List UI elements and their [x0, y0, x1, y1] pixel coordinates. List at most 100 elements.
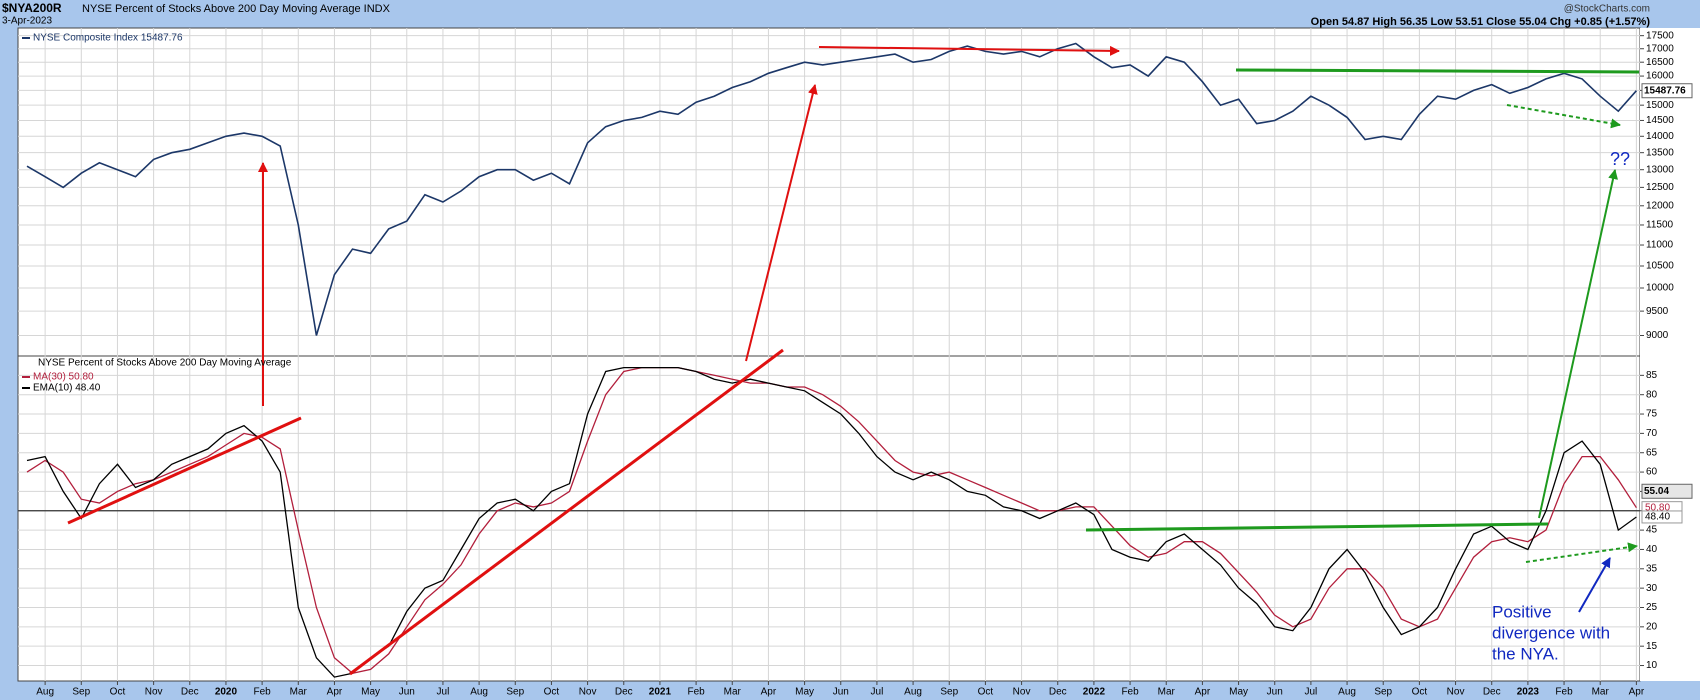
legend-label: MA(30) 50.80 [33, 372, 94, 383]
y-tick-label: 15 [1646, 641, 1658, 652]
y-tick-label: 10 [1646, 660, 1658, 671]
x-tick-label: Dec [1483, 687, 1501, 698]
y-tick-label: 10000 [1646, 283, 1674, 294]
y-tick-label: 85 [1646, 370, 1658, 381]
close-badge [1641, 83, 1693, 99]
x-tick-label: Nov [145, 687, 163, 698]
y-tick-label: 13500 [1646, 147, 1674, 158]
series-line [26, 366, 1637, 675]
x-tick-label: Aug [36, 687, 54, 698]
annotation: ?? [1610, 149, 1630, 169]
x-tick-label: Apr [327, 687, 343, 698]
y-tick-label: 11000 [1646, 240, 1674, 251]
plot-area [17, 27, 1641, 682]
x-tick-label: Jun [1267, 687, 1283, 698]
close-badge [1641, 483, 1693, 499]
credit: @StockCharts.com [1564, 4, 1650, 15]
trendline [1085, 522, 1549, 532]
trendline [349, 348, 784, 676]
x-tick-label: 2020 [215, 687, 238, 698]
trendline [1235, 68, 1640, 74]
y-tick-label: 16000 [1646, 71, 1674, 82]
trendline [67, 416, 302, 525]
y-tick-label: 70 [1646, 428, 1658, 439]
arrow [745, 84, 818, 362]
y-tick-label: 60 [1646, 467, 1658, 478]
arrow [1538, 169, 1618, 519]
x-tick-label: Apr [1195, 687, 1211, 698]
axis-area [1640, 28, 1700, 681]
y-tick-label: 25 [1646, 602, 1658, 613]
x-tick-label: Mar [1158, 687, 1176, 698]
x-tick-label: Aug [1338, 687, 1356, 698]
value-badge-label: 48.40 [1645, 512, 1670, 523]
x-tick-label: Jul [871, 687, 884, 698]
x-tick-label: 2022 [1083, 687, 1106, 698]
x-tick-label: Nov [1447, 687, 1465, 698]
series-line [26, 42, 1637, 336]
x-tick-label: Nov [1013, 687, 1031, 698]
y-tick-label: 40 [1646, 544, 1658, 555]
x-tick-label: Feb [1555, 687, 1573, 698]
annotation: divergence with [1492, 623, 1610, 642]
x-tick-label: Mar [1592, 687, 1610, 698]
x-tick-label: Oct [978, 687, 994, 698]
x-tick-label: Sep [506, 687, 524, 698]
x-tick-label: Dec [615, 687, 633, 698]
y-tick-label: 80 [1646, 389, 1658, 400]
x-tick-label: Jul [1305, 687, 1318, 698]
close-badge-label: 55.04 [1644, 486, 1669, 497]
y-tick-label: 17500 [1646, 30, 1674, 41]
x-tick-label: Oct [544, 687, 560, 698]
arrow [1506, 104, 1621, 129]
y-tick-label: 35 [1646, 563, 1658, 574]
x-tick-label: Aug [470, 687, 488, 698]
x-tick-label: Sep [1374, 687, 1392, 698]
y-tick-label: 20 [1646, 621, 1658, 632]
y-tick-label: 14500 [1646, 115, 1674, 126]
date: 3-Apr-2023 [2, 16, 52, 27]
x-tick-label: Dec [181, 687, 199, 698]
trendlines [67, 45, 1640, 676]
x-tick-label: Oct [110, 687, 126, 698]
y-tick-label: 15000 [1646, 100, 1674, 111]
x-tick-label: Jun [833, 687, 849, 698]
series-line [26, 366, 1637, 678]
panel-title: NYSE Percent of Stocks Above 200 Day Mov… [38, 358, 292, 369]
y-tick-label: 30 [1646, 583, 1658, 594]
y-tick-label: 65 [1646, 447, 1658, 458]
annotation: the NYA. [1492, 644, 1559, 663]
quote: Open 54.87 High 56.35 Low 53.51 Close 55… [1311, 16, 1651, 28]
y-tick-label: 11500 [1646, 220, 1674, 231]
legend-label: NYSE Composite Index 15487.76 [33, 33, 183, 44]
x-tick-label: Feb [687, 687, 705, 698]
x-tick-label: Sep [72, 687, 90, 698]
y-tick-label: 16500 [1646, 57, 1674, 68]
arrow [818, 45, 1120, 56]
y-tick-label: 13000 [1646, 164, 1674, 175]
header-title: NYSE Percent of Stocks Above 200 Day Mov… [82, 3, 391, 15]
y-tick-label: 10500 [1646, 261, 1674, 272]
x-tick-label: Nov [579, 687, 597, 698]
y-tick-label: 45 [1646, 525, 1658, 536]
x-tick-label: May [795, 687, 814, 698]
x-tick-label: May [1229, 687, 1248, 698]
y-tick-label: 12500 [1646, 182, 1674, 193]
arrow [1578, 557, 1611, 613]
y-tick-label: 9000 [1646, 330, 1669, 341]
legend-label: EMA(10) 48.40 [33, 383, 101, 394]
x-tick-label: Apr [1629, 687, 1645, 698]
x-tick-label: 2021 [649, 687, 672, 698]
y-tick-label: 75 [1646, 409, 1658, 420]
x-tick-label: Feb [1121, 687, 1139, 698]
x-tick-label: Mar [290, 687, 308, 698]
y-tick-label: 9500 [1646, 306, 1669, 317]
value-badge-label: 50.80 [1645, 502, 1670, 513]
arrow [1525, 542, 1638, 563]
marks: 9000 9500 10000 10500 11000 11500 12000 12500 13… [18, 28, 1693, 698]
symbol: $NYA200R [2, 1, 62, 15]
x-tick-label: Sep [940, 687, 958, 698]
x-tick-label: Feb [253, 687, 271, 698]
x-tick-label: 2023 [1517, 687, 1540, 698]
